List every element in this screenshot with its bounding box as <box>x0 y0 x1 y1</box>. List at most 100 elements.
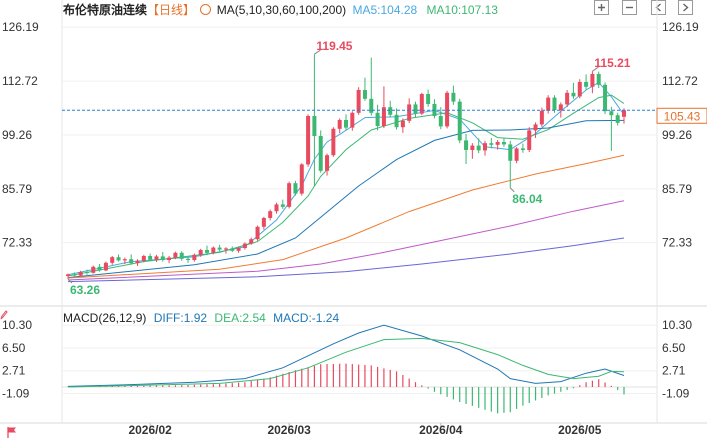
macd-axis-label-left: 2.71 <box>2 364 26 378</box>
ma-line-ma60 <box>67 154 625 279</box>
price-axis-label-right: 99.26 <box>662 128 692 142</box>
candle-body <box>91 266 96 273</box>
candle-body <box>173 252 178 258</box>
candle-body <box>590 74 595 87</box>
zoom-out-icon[interactable] <box>622 0 637 15</box>
zoom-in-icon[interactable] <box>594 0 609 15</box>
settings-gear-icon[interactable] <box>200 4 212 15</box>
candle-body <box>400 120 405 128</box>
candle-body <box>577 82 582 97</box>
candle-body <box>344 120 348 128</box>
candle-body <box>211 247 216 253</box>
ma-line-ma200 <box>67 237 625 283</box>
current-price-tag <box>656 107 707 124</box>
extreme-marker <box>592 66 599 72</box>
candle-body <box>375 112 380 126</box>
chart-header: 布伦特原油连续【日线】 MA(5,10,30,60,100,200) MA5:1… <box>63 3 498 17</box>
candle-body <box>445 92 450 127</box>
move-left-icon[interactable] <box>651 0 666 15</box>
price-axis-label-right: 112.72 <box>662 74 698 88</box>
candle-body <box>476 145 481 151</box>
candle-body <box>470 145 475 150</box>
candle-body <box>78 272 83 276</box>
candle-body <box>350 112 355 128</box>
candle-body <box>558 104 563 110</box>
x-axis-label: 2026/02 <box>128 423 172 437</box>
price-axis-label-left: 99.26 <box>2 128 32 142</box>
candle-body <box>489 143 494 145</box>
move-right-icon[interactable] <box>678 0 693 15</box>
candle-body <box>622 110 626 117</box>
macd-line-dea <box>67 337 625 388</box>
candle-body <box>501 142 506 145</box>
candle-body <box>362 90 367 99</box>
current-price-label: 105.43 <box>664 109 701 123</box>
candle-body <box>381 107 386 126</box>
candle-body <box>539 110 544 125</box>
candle-body <box>464 140 469 150</box>
candle-body <box>571 92 576 97</box>
x-axis-label: 2026/03 <box>267 423 311 437</box>
candle-body <box>179 252 184 259</box>
macd-value-label: MACD:-1.24 <box>273 311 340 325</box>
candle-body <box>520 148 525 150</box>
candle-body <box>72 274 77 276</box>
candle-body <box>66 274 70 276</box>
macd-axis-label-right: -1.09 <box>662 387 690 401</box>
candle-body <box>135 260 140 264</box>
candle-body <box>413 104 418 114</box>
candle-body <box>533 124 538 131</box>
candle-body <box>407 104 412 121</box>
instrument-name: 布伦特原油连续 <box>63 3 148 17</box>
candle-body <box>388 107 393 115</box>
flag-icon[interactable] <box>6 425 18 438</box>
candle-body <box>116 257 121 261</box>
low-price-annotation: 63.26 <box>70 283 100 297</box>
macd-header: MACD(26,12,9) DIFF:1.92 DEA:2.54 MACD:-1… <box>63 311 339 325</box>
x-axis-label: 2026/05 <box>558 423 602 437</box>
candle-body <box>280 204 285 207</box>
candle-body <box>609 111 614 116</box>
ma-line-ma100 <box>67 200 625 281</box>
macd-axis-label-left: 10.30 <box>2 318 32 332</box>
macd-axis-label-left: 6.50 <box>2 341 26 355</box>
candle-body <box>293 183 298 194</box>
candle-body <box>268 211 273 218</box>
candle-body <box>318 136 323 171</box>
extreme-marker <box>509 187 515 193</box>
candle-body <box>186 258 191 260</box>
candle-body <box>508 144 513 161</box>
candle-body <box>141 256 146 261</box>
candle-body <box>230 248 235 251</box>
macd-axis-label-right: 2.71 <box>662 364 686 378</box>
candle-body <box>217 247 222 250</box>
period-selector[interactable]: 【日线】 <box>147 3 196 17</box>
ma-line-ma30 <box>67 119 625 279</box>
x-axis-label: 2026/04 <box>419 423 463 437</box>
candle-body <box>451 92 456 102</box>
price-axis-label-left: 85.79 <box>2 182 32 196</box>
candle-body <box>261 218 266 227</box>
candle-body <box>552 97 557 110</box>
price-axis-label-right: 126.19 <box>662 20 699 34</box>
candle-body <box>110 257 115 263</box>
candle-body <box>160 256 165 260</box>
macd-axis-label-right: 10.30 <box>662 318 692 332</box>
ma-params-label: MA(5,10,30,60,100,200) <box>216 3 347 17</box>
pencil-icon[interactable] <box>0 307 8 320</box>
price-axis-label-right: 85.79 <box>662 182 692 196</box>
high-price-annotation: 119.45 <box>316 39 352 53</box>
price-axis-label-left: 126.19 <box>2 20 39 34</box>
macd-axis-label-left: -1.09 <box>2 387 30 401</box>
extreme-marker <box>67 278 73 284</box>
macd-line-diff <box>67 324 625 387</box>
candle-body <box>84 272 89 273</box>
candle-body <box>299 164 304 194</box>
candle-body <box>103 262 108 271</box>
candle-body <box>419 94 424 114</box>
macd-params-label: MACD(26,12,9) <box>63 311 147 325</box>
candle-body <box>192 254 197 260</box>
candle-body <box>514 148 519 161</box>
candle-body <box>205 250 209 253</box>
